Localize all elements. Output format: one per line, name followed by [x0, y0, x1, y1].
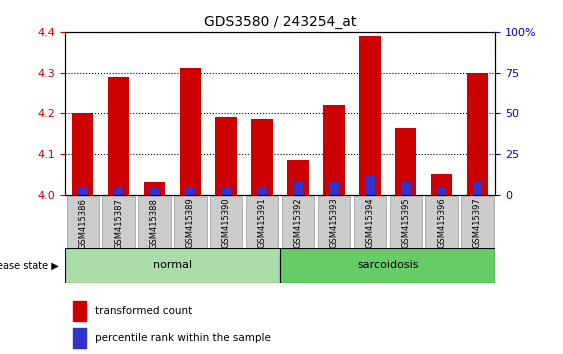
Bar — [293, 182, 303, 195]
Bar — [359, 36, 381, 195]
FancyBboxPatch shape — [102, 196, 135, 254]
Bar — [144, 182, 166, 195]
Bar — [473, 182, 482, 195]
Bar — [216, 117, 237, 195]
Bar — [72, 113, 93, 195]
Bar — [431, 175, 452, 195]
Text: transformed count: transformed count — [95, 306, 192, 316]
Text: GSM415391: GSM415391 — [258, 198, 267, 249]
Text: GSM415395: GSM415395 — [401, 198, 410, 249]
Text: GSM415389: GSM415389 — [186, 198, 195, 249]
Text: GSM415386: GSM415386 — [78, 198, 87, 249]
Text: GSM415397: GSM415397 — [473, 198, 482, 249]
Text: GSM415394: GSM415394 — [365, 198, 374, 249]
Text: sarcoidosis: sarcoidosis — [357, 261, 418, 270]
FancyBboxPatch shape — [246, 196, 278, 254]
Text: normal: normal — [153, 261, 192, 270]
FancyBboxPatch shape — [318, 196, 350, 254]
FancyBboxPatch shape — [174, 196, 207, 254]
FancyBboxPatch shape — [390, 196, 422, 254]
Text: disease state ▶: disease state ▶ — [0, 261, 59, 270]
Text: GSM415388: GSM415388 — [150, 198, 159, 249]
Text: GSM415387: GSM415387 — [114, 198, 123, 249]
Bar — [365, 175, 374, 195]
Bar — [73, 328, 86, 348]
Bar — [280, 248, 495, 283]
Bar — [287, 160, 309, 195]
Text: GSM415393: GSM415393 — [329, 198, 338, 249]
Bar — [78, 187, 87, 195]
Bar — [467, 73, 488, 195]
Text: GSM415396: GSM415396 — [437, 198, 446, 249]
FancyBboxPatch shape — [354, 196, 386, 254]
Bar — [73, 301, 86, 321]
Bar — [437, 187, 446, 195]
Bar — [150, 187, 159, 195]
Bar — [401, 182, 410, 195]
Bar — [108, 77, 129, 195]
Bar — [221, 187, 231, 195]
FancyBboxPatch shape — [66, 196, 99, 254]
Bar — [180, 69, 201, 195]
Bar — [251, 119, 273, 195]
FancyBboxPatch shape — [461, 196, 494, 254]
FancyBboxPatch shape — [426, 196, 458, 254]
Bar — [329, 182, 339, 195]
Bar — [114, 187, 123, 195]
Bar — [65, 248, 280, 283]
Bar — [323, 105, 345, 195]
Bar — [186, 187, 195, 195]
FancyBboxPatch shape — [138, 196, 171, 254]
Bar — [257, 187, 267, 195]
Text: GSM415390: GSM415390 — [222, 198, 231, 249]
Title: GDS3580 / 243254_at: GDS3580 / 243254_at — [204, 16, 356, 29]
Bar — [395, 127, 417, 195]
Text: GSM415392: GSM415392 — [293, 198, 302, 249]
Text: percentile rank within the sample: percentile rank within the sample — [95, 333, 271, 343]
FancyBboxPatch shape — [210, 196, 243, 254]
FancyBboxPatch shape — [282, 196, 314, 254]
